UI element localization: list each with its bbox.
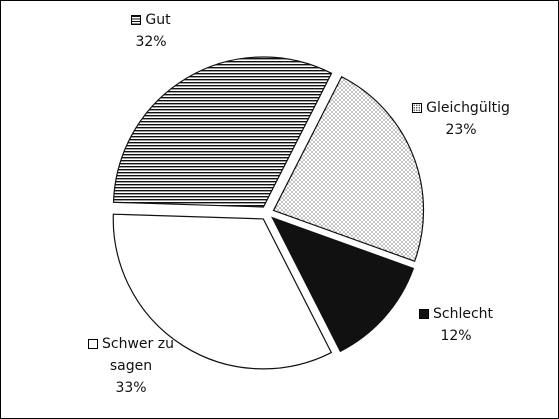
label-line: Gut [96, 9, 206, 31]
legend-marker [412, 103, 423, 113]
slice-label: Gleichgültig 23% [406, 97, 516, 141]
category-label: Schlecht [432, 306, 494, 322]
category-label: Gut [145, 12, 171, 28]
label-line: Schlecht [401, 303, 511, 325]
category-label: Schwer zu sagen [102, 336, 174, 374]
legend-marker [131, 15, 142, 25]
legend-marker [88, 339, 99, 349]
legend-marker [418, 309, 429, 319]
slice-label: Schlecht 12% [401, 303, 511, 347]
pie-slice [272, 75, 425, 263]
value-label: 12% [440, 328, 472, 344]
label-line: Schwer zu sagen [76, 333, 186, 377]
pie-slice [112, 56, 333, 208]
value-label: 33% [115, 380, 147, 396]
value-label: 23% [445, 122, 477, 138]
category-label: Gleichgültig [426, 100, 510, 116]
pie-slice [112, 213, 333, 370]
value-label: 32% [135, 34, 167, 50]
label-line: Gleichgültig [406, 97, 516, 119]
pie-slice [271, 216, 415, 353]
slice-label: Schwer zu sagen 33% [76, 333, 186, 399]
slice-label: Gut 32% [96, 9, 206, 53]
